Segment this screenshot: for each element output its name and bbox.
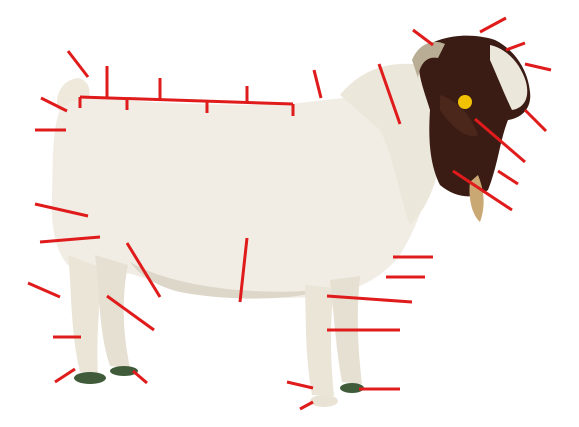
goat-ear xyxy=(440,95,478,137)
goat-hind-leg-rear xyxy=(68,255,102,374)
leader-line xyxy=(497,169,519,186)
goat-hoof xyxy=(110,366,138,376)
leader-line xyxy=(34,202,89,218)
goat-horn xyxy=(412,41,445,78)
goat-hoof xyxy=(74,372,106,384)
leader-line xyxy=(377,63,402,125)
leader-line xyxy=(66,50,90,78)
goat-neck xyxy=(340,63,442,225)
leader-line xyxy=(523,108,548,133)
goat-hind-leg-front xyxy=(95,255,130,368)
leader-line xyxy=(132,369,148,385)
leader-line xyxy=(312,69,323,99)
goat-beard xyxy=(469,175,484,222)
leader-line xyxy=(238,237,249,303)
goat-illustration xyxy=(51,35,531,407)
goat-fore-leg-rear xyxy=(305,285,334,396)
leader-line xyxy=(326,294,413,304)
goat-ear-tag xyxy=(458,95,472,109)
leader-line xyxy=(40,96,68,113)
leader-line xyxy=(54,367,76,384)
goat-hoof xyxy=(340,383,364,393)
leader-line xyxy=(479,16,507,34)
leader-line xyxy=(286,380,314,390)
leader-lines xyxy=(27,16,552,411)
leader-line xyxy=(125,242,162,298)
leader-line xyxy=(505,41,526,52)
leader-line xyxy=(79,95,294,106)
leader-line xyxy=(452,169,513,212)
leader-line xyxy=(299,400,314,411)
leader-line xyxy=(412,28,434,47)
leader-line xyxy=(524,62,552,72)
leader-line xyxy=(106,294,155,332)
leader-line xyxy=(39,235,101,244)
goat-hoof xyxy=(310,395,338,407)
goat-belly-shade xyxy=(130,262,320,299)
goat-body xyxy=(51,96,429,298)
goat-face-blaze xyxy=(490,45,528,110)
leader-line xyxy=(27,281,61,299)
leader-line xyxy=(474,117,526,164)
